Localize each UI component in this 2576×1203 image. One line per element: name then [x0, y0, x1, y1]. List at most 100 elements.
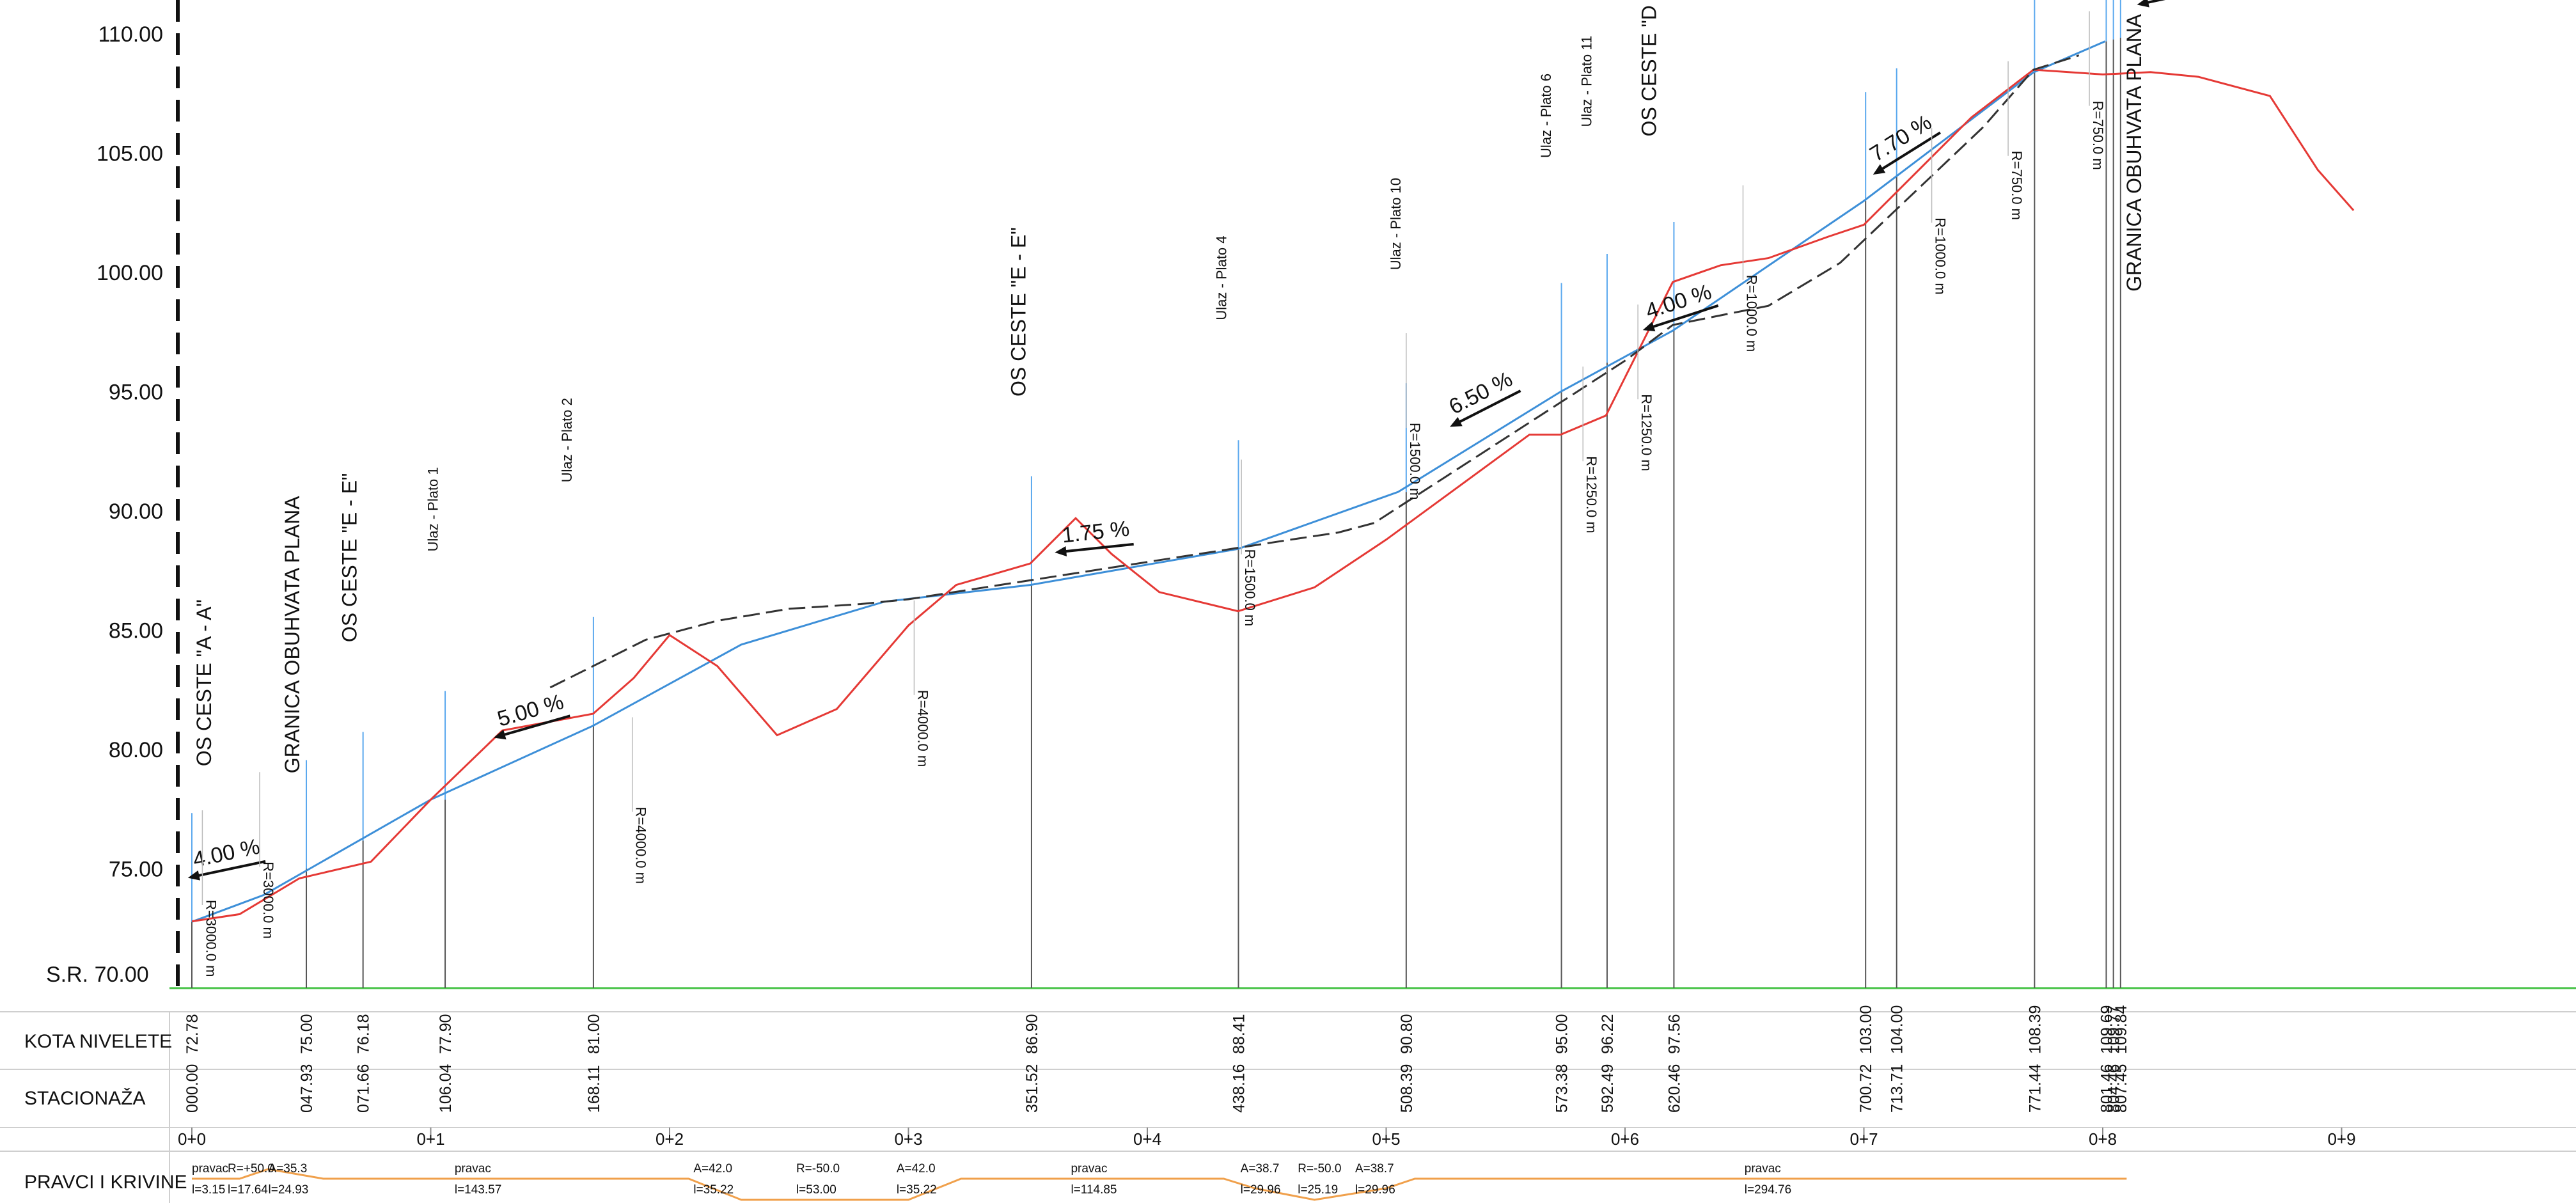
- kota-nivelete-value: 76.18: [355, 1014, 373, 1054]
- km-mark-label: 0+9: [2327, 1129, 2355, 1149]
- grade-arrow-head: [1055, 546, 1067, 556]
- vertical-annotation-label: OS CESTE "E - E": [338, 473, 361, 643]
- stacionaza-value: 771.44: [2026, 1064, 2044, 1113]
- stacionaza-value: 700.72: [1857, 1064, 1875, 1113]
- kota-nivelete-value: 81.00: [585, 1014, 603, 1054]
- kota-nivelete-value: 72.78: [184, 1014, 201, 1054]
- km-mark-label: 0+6: [1611, 1129, 1639, 1149]
- stacionaza-value: 047.93: [298, 1064, 316, 1113]
- y-tick-label: 95.00: [109, 381, 163, 405]
- stacionaza-value: 351.52: [1023, 1064, 1041, 1113]
- kota-nivelete-value: 77.90: [437, 1014, 455, 1054]
- alignment-element-length: l=294.76: [1745, 1183, 1791, 1197]
- vertical-curve-radius-label: R=750.0 m: [2090, 100, 2106, 169]
- station-lines: [191, 0, 2121, 988]
- alignment-line: [192, 1168, 2127, 1201]
- stacionaza-value: 713.71: [1889, 1064, 1906, 1113]
- alignment-element-length: l=114.85: [1071, 1183, 1117, 1197]
- profile-table: KOTA NIVELETE STACIONAŽA PRAVCI I KRIVIN…: [24, 963, 2356, 1201]
- y-tick-label: 90.00: [109, 499, 163, 524]
- grade-label-group: 4.00 %: [187, 835, 266, 881]
- grade-arrow-head: [187, 870, 201, 881]
- vertical-curve-radius-label: R=1000.0 m: [1743, 275, 1759, 352]
- grade-arrow-line: [1645, 304, 1719, 331]
- km-mark-label: 0+7: [1850, 1129, 1878, 1149]
- row-label-pravci-i-krivine: PRAVCI I KRIVINE: [24, 1172, 187, 1193]
- alignment-element-label: R=-50.0: [796, 1162, 840, 1175]
- kota-nivelete-value: 109.69: [2098, 1005, 2116, 1054]
- grade-label-group: 6.50 %: [1445, 367, 1521, 427]
- vertical-annotation-label: OS CESTE "D - D": [1638, 0, 1661, 136]
- kota-nivelete-value: 109.84: [2112, 1005, 2130, 1054]
- vertical-annotation-label: OS CESTE "E - E": [1007, 227, 1030, 397]
- km-mark-label: 0+5: [1372, 1129, 1400, 1149]
- terrain-line: [191, 68, 2355, 923]
- kota-nivelete-value: 95.00: [1553, 1014, 1571, 1054]
- y-tick-label: 100.00: [97, 261, 163, 285]
- vertical-curve-radius-label: R=750.0 m: [2009, 151, 2025, 220]
- grade-label-group: 5.00 %: [494, 689, 570, 740]
- vertical-annotation-label: Ulaz - Plato 2: [559, 398, 575, 482]
- stacionaza-value: 804.46: [2105, 1064, 2123, 1113]
- kota-nivelete-value: 86.90: [1023, 1014, 1041, 1054]
- vertical-curve-radius-label: R=1500.0 m: [1242, 549, 1258, 626]
- km-mark-label: 0+1: [416, 1129, 444, 1149]
- grade-arrow-line: [1452, 389, 1521, 427]
- vertical-annotation-label: GRANICA OBUHVATA PLANA: [2123, 13, 2146, 292]
- alignment-element-label: pravac: [455, 1162, 491, 1175]
- stacionaza-value: 168.11: [585, 1065, 603, 1113]
- kota-nivelete-value: 109.77: [2105, 1005, 2123, 1054]
- alignment-element-label: pravac: [1745, 1162, 1781, 1175]
- stacionaza-value: 573.38: [1553, 1064, 1571, 1113]
- row-label-stacionaza: STACIONAŽA: [24, 1088, 145, 1109]
- grade-arrow-head: [1873, 164, 1886, 175]
- km-mark-label: 0+8: [2089, 1129, 2117, 1149]
- vertical-annotation-label: Ulaz - Plato 10: [1388, 178, 1404, 270]
- alignment-element-length: l=3.15: [192, 1183, 225, 1197]
- alignment-element-label: A=38.7: [1241, 1162, 1280, 1175]
- grade-arrow-line: [1058, 542, 1134, 554]
- kota-nivelete-value: 97.56: [1665, 1014, 1683, 1054]
- vertical-curve-radius-label: R=4000.0 m: [915, 690, 931, 767]
- profile-series: [191, 40, 2355, 923]
- vertical-annotation-label: Ulaz - Plato 11: [1579, 36, 1595, 127]
- km-mark-label: 0+2: [656, 1129, 684, 1149]
- grade-arrow-line: [191, 860, 266, 879]
- stacionaza-value: 071.66: [355, 1064, 373, 1113]
- grade-label-group: 1.75 %: [1055, 517, 1134, 556]
- alignment-element-length: l=143.57: [455, 1183, 501, 1197]
- kota-nivelete-value: 103.00: [1857, 1005, 1875, 1054]
- y-tick-label: 85.00: [109, 619, 163, 643]
- vertical-curve-radius-label: R=3000.0 m: [203, 900, 219, 977]
- profile-labels: 4.00 % 5.00 % 1.75 % 6.50 % 4.00 % 7.70 % 2.50…: [187, 0, 2215, 977]
- grade-arrow-head: [1642, 321, 1656, 332]
- vertical-curve-radius-label: R=1250.0 m: [1583, 456, 1599, 533]
- km-mark-label: 0+0: [178, 1129, 206, 1149]
- stacionaza-value: 438.16: [1230, 1064, 1248, 1113]
- alignment-element-length: l=25.19: [1298, 1183, 1338, 1197]
- datum-label: S.R. 70.00: [46, 963, 149, 987]
- kota-nivelete-value: 108.39: [2026, 1005, 2044, 1054]
- vertical-curve-radius-label: R=3000.0 m: [260, 861, 276, 938]
- grade-arrow-head: [494, 729, 507, 740]
- design-grade-dashed-line: [549, 54, 2080, 689]
- stacionaza-value: 620.46: [1665, 1064, 1683, 1113]
- alignment-element-label: A=38.7: [1355, 1162, 1394, 1175]
- y-tick-label: 105.00: [97, 142, 163, 166]
- kota-nivelete-value: 90.80: [1398, 1014, 1416, 1054]
- kota-nivelete-value: 104.00: [1889, 1005, 1906, 1054]
- alignment-element-length: l=29.96: [1355, 1183, 1395, 1197]
- vertical-annotation-label: Ulaz - Plato 4: [1213, 236, 1229, 320]
- alignment-element-length: l=35.22: [693, 1183, 734, 1197]
- grade-label-group: 7.70 %: [1865, 110, 1941, 175]
- row-label-kota-nivelete: KOTA NIVELETE: [24, 1031, 172, 1052]
- alignment-element-label: A=35.3: [269, 1162, 308, 1175]
- stacionaza-value: 000.00: [184, 1064, 201, 1113]
- km-mark-label: 0+3: [894, 1129, 922, 1149]
- vertical-annotation-label: Ulaz - Plato 1: [425, 467, 441, 551]
- stacionaza-value: 801.46: [2098, 1064, 2116, 1113]
- grade-label: 1.75 %: [1061, 517, 1131, 548]
- grade-label: 4.00 %: [191, 835, 262, 872]
